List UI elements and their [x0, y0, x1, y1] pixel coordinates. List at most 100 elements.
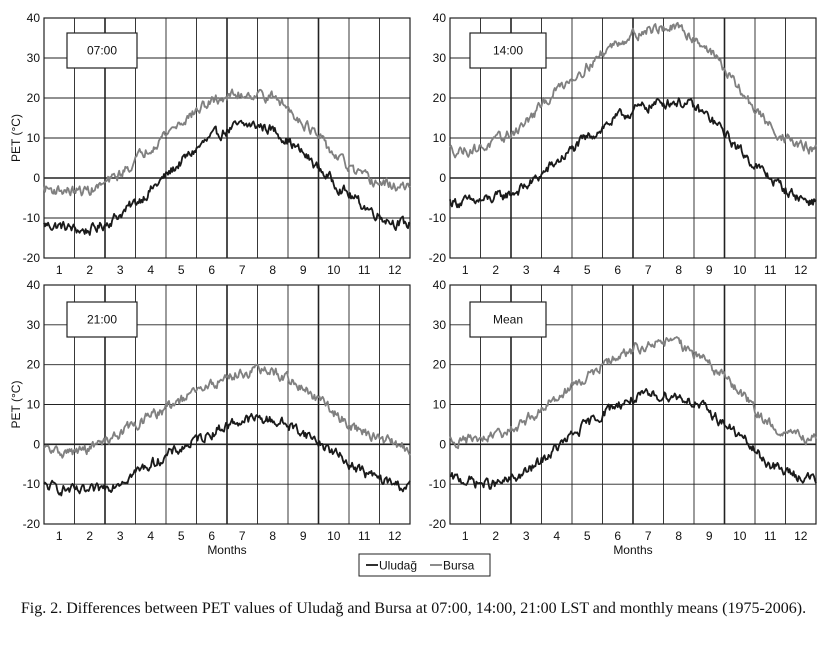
panel-title: Mean	[493, 313, 523, 327]
x-tick-label: 12	[794, 529, 808, 543]
y-tick-label: 10	[27, 398, 41, 412]
y-tick-label: 30	[433, 318, 447, 332]
x-tick-label: 9	[300, 529, 307, 543]
x-tick-label: 4	[553, 529, 560, 543]
series-line-uludag	[449, 97, 817, 209]
x-tick-label: 7	[239, 263, 246, 277]
legend-label: Bursa	[443, 559, 475, 573]
x-tick-label: 1	[56, 529, 63, 543]
plot-frame	[43, 284, 411, 525]
y-tick-label: 40	[27, 278, 41, 292]
x-tick-label: 5	[584, 263, 591, 277]
y-tick-label: 20	[433, 91, 447, 105]
y-tick-label: 0	[33, 437, 40, 451]
plot-frame	[43, 17, 411, 259]
y-tick-label: 30	[433, 51, 447, 65]
y-axis-label: PET (°C)	[9, 114, 23, 162]
plot-frame	[449, 17, 817, 259]
y-tick-label: 40	[27, 11, 41, 25]
series-line-uludag	[43, 412, 411, 497]
y-tick-label: 10	[27, 131, 41, 145]
x-tick-label: 11	[358, 263, 371, 277]
x-tick-label: 12	[388, 263, 402, 277]
x-tick-label: 3	[523, 263, 530, 277]
x-tick-label: 9	[300, 263, 307, 277]
x-tick-label: 11	[764, 263, 777, 277]
panel-label-box	[469, 301, 547, 338]
x-tick-label: 10	[327, 529, 341, 543]
x-tick-label: 6	[614, 529, 621, 543]
y-tick-label: 30	[27, 318, 41, 332]
y-tick-label: 30	[27, 51, 41, 65]
panel-title: 07:00	[87, 44, 117, 58]
panel-label-box	[469, 32, 547, 69]
y-tick-label: -20	[23, 517, 41, 531]
x-axis-label: Months	[207, 543, 246, 557]
y-tick-label: -20	[429, 517, 447, 531]
y-axis-label: PET (°C)	[9, 381, 23, 429]
x-tick-label: 12	[794, 263, 808, 277]
x-tick-label: 8	[269, 263, 276, 277]
legend-label: Uludağ	[379, 559, 417, 573]
y-tick-label: -20	[429, 251, 447, 265]
x-tick-label: 7	[645, 263, 652, 277]
x-tick-label: 10	[733, 263, 747, 277]
x-tick-label: 1	[462, 263, 469, 277]
panel-title: 21:00	[87, 313, 117, 327]
y-tick-label: 20	[27, 91, 41, 105]
x-tick-label: 3	[117, 263, 124, 277]
x-tick-label: 2	[86, 263, 93, 277]
x-tick-label: 2	[492, 529, 499, 543]
x-tick-label: 8	[675, 263, 682, 277]
x-tick-label: 5	[584, 529, 591, 543]
y-tick-label: 0	[439, 171, 446, 185]
legend-box	[358, 553, 491, 577]
x-tick-label: 4	[147, 529, 154, 543]
x-tick-label: 3	[523, 529, 530, 543]
x-tick-label: 3	[117, 529, 124, 543]
x-tick-label: 2	[86, 529, 93, 543]
y-tick-label: 0	[33, 171, 40, 185]
series-line-bursa	[43, 363, 411, 459]
x-tick-label: 11	[764, 529, 777, 543]
x-tick-label: 2	[492, 263, 499, 277]
series-line-bursa	[449, 336, 817, 450]
x-tick-label: 8	[675, 529, 682, 543]
y-tick-label: 40	[433, 278, 447, 292]
series-line-uludag	[449, 388, 817, 490]
x-tick-label: 10	[733, 529, 747, 543]
series-line-uludag	[43, 119, 411, 236]
x-tick-label: 4	[553, 263, 560, 277]
legend: Uludağ Bursa	[358, 553, 491, 577]
y-tick-label: -10	[429, 477, 447, 491]
panel-label-box	[66, 301, 138, 338]
x-tick-label: 8	[269, 529, 276, 543]
series-line-bursa	[449, 21, 817, 159]
x-tick-label: 1	[462, 529, 469, 543]
y-tick-label: 0	[439, 437, 446, 451]
x-tick-label: 6	[208, 263, 215, 277]
y-tick-label: 10	[433, 398, 447, 412]
y-tick-label: -10	[429, 211, 447, 225]
x-tick-label: 6	[614, 263, 621, 277]
x-axis-label: Months	[613, 543, 652, 557]
x-tick-label: 5	[178, 263, 185, 277]
x-tick-label: 4	[147, 263, 154, 277]
x-tick-label: 1	[56, 263, 63, 277]
x-tick-label: 9	[706, 263, 713, 277]
plot-frame	[449, 284, 817, 525]
y-tick-label: 40	[433, 11, 447, 25]
x-tick-label: 5	[178, 529, 185, 543]
x-tick-label: 9	[706, 529, 713, 543]
figure-caption: Fig. 2. Differences between PET values o…	[20, 600, 807, 617]
y-tick-label: -10	[23, 211, 41, 225]
y-tick-label: 20	[27, 358, 41, 372]
x-tick-label: 11	[358, 529, 371, 543]
x-tick-label: 7	[645, 529, 652, 543]
y-tick-label: 10	[433, 131, 447, 145]
